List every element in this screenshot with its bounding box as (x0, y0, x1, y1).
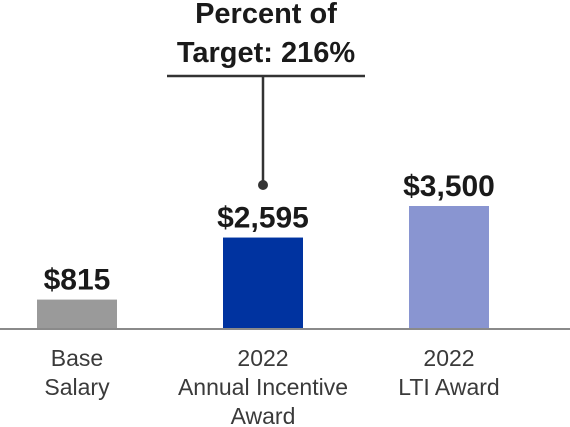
category-label-2-line-1: LTI Award (398, 374, 499, 400)
value-labels-layer: $815 $2,595 $3,500 (44, 170, 495, 297)
bar-2 (409, 206, 489, 328)
category-label-2-line-0: 2022 (423, 345, 474, 371)
callout-dot (258, 180, 268, 190)
bars-layer (37, 206, 489, 328)
category-label-0-line-1: Salary (44, 374, 110, 400)
value-label-2: $3,500 (403, 170, 495, 203)
category-label-0-line-0: Base (51, 345, 103, 371)
percent-of-target-callout: Percent of Target: 216% (167, 0, 365, 190)
category-label-1-line-2: Award (231, 403, 296, 427)
category-label-1-line-1: Annual Incentive (178, 374, 348, 400)
value-label-1: $2,595 (217, 202, 309, 235)
bar-0 (37, 299, 117, 328)
callout-line-1: Percent of (195, 0, 337, 30)
category-labels-layer: Base Salary 2022 Annual Incentive Award 2022 L… (44, 345, 499, 427)
bar-1 (223, 237, 303, 328)
category-label-1-line-0: 2022 (237, 345, 288, 371)
callout-line-2: Target: 216% (177, 37, 356, 69)
value-label-0: $815 (44, 264, 111, 297)
